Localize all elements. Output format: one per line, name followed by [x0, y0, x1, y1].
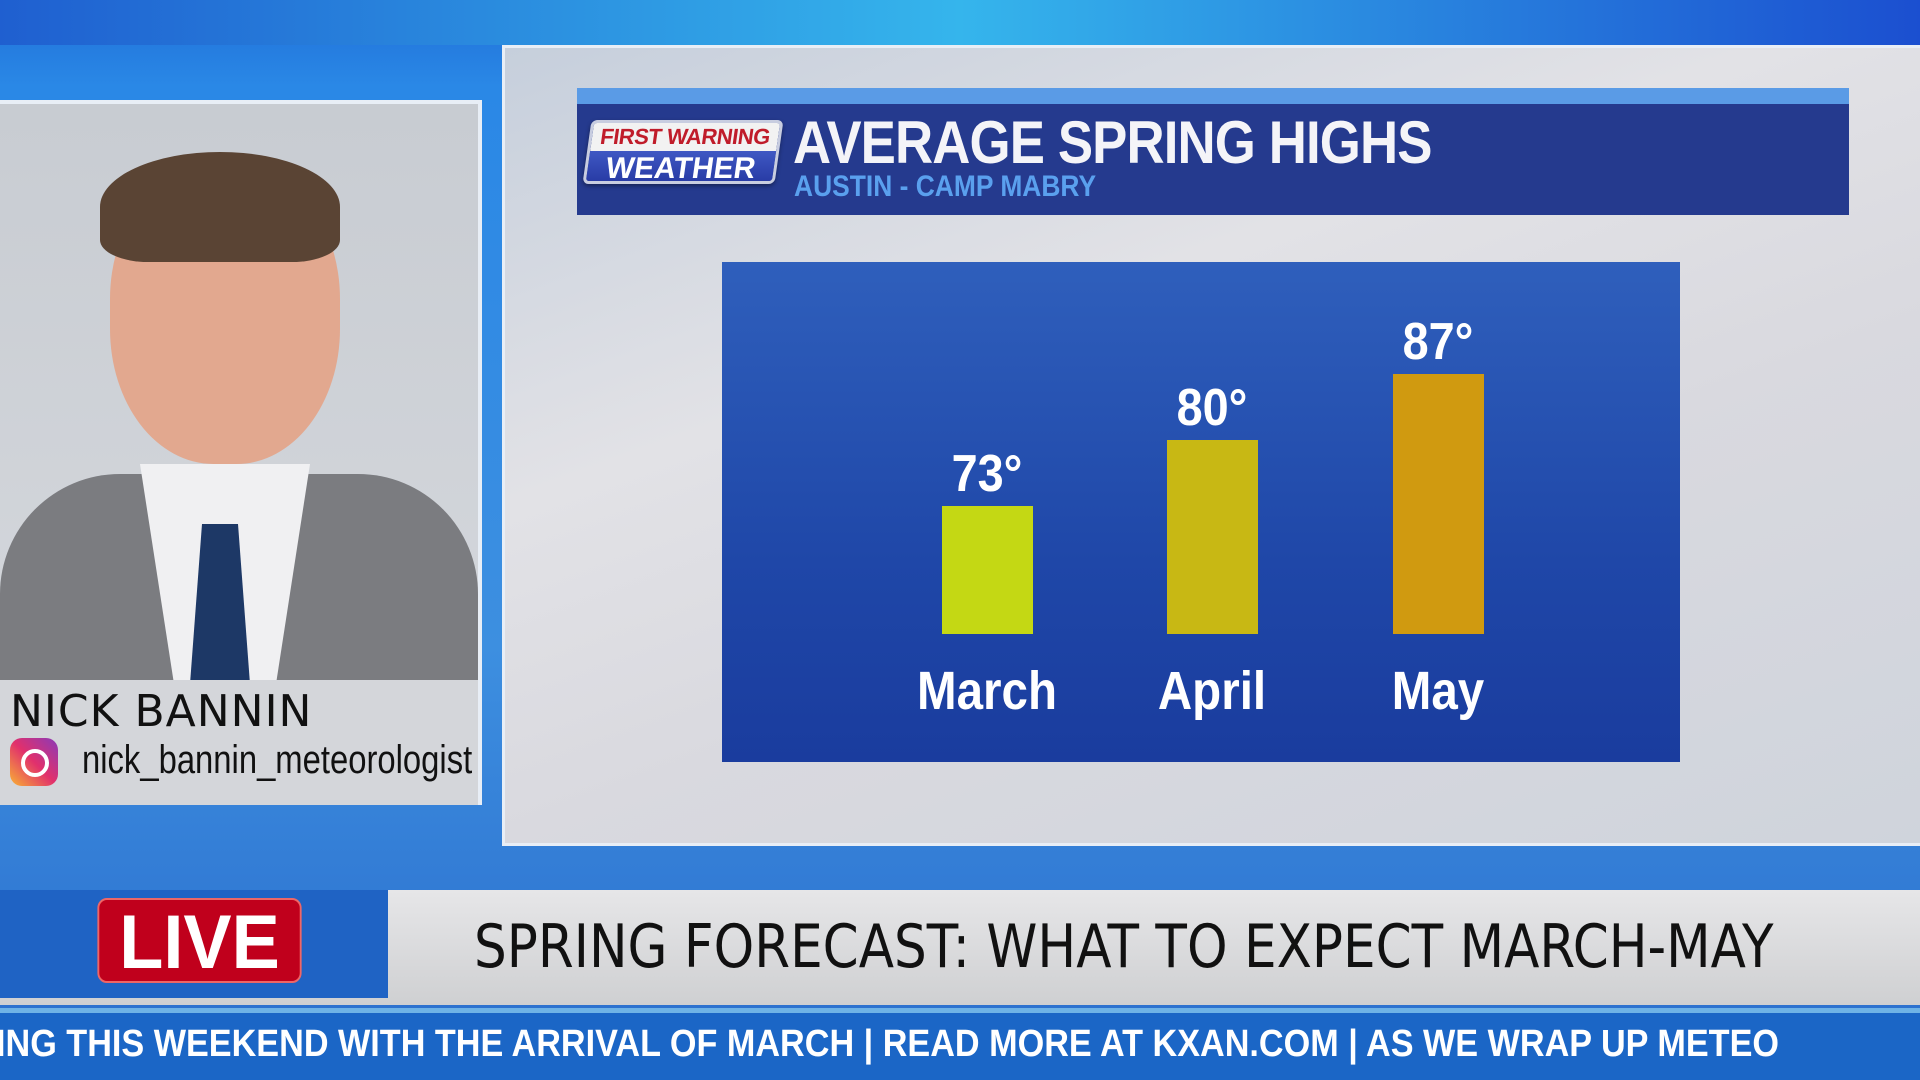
value-label: 87°: [1402, 313, 1474, 371]
logo-line2: WEATHER: [585, 151, 777, 184]
presenter-handle: nick_bannin_meteorologist: [82, 738, 473, 782]
bar-chart: 73° March 80° April 87° May: [722, 262, 1680, 762]
graphic-header: FIRST WARNING WEATHER AVERAGE SPRING HIG…: [577, 88, 1849, 215]
bar-may: [1393, 374, 1484, 634]
graphic-subtitle: AUSTIN - CAMP MABRY: [794, 170, 1097, 203]
bar-march: [942, 506, 1033, 634]
graphic-title: AVERAGE SPRING HIGHS: [793, 109, 1432, 176]
background-band: [0, 0, 1920, 45]
bar-april: [1167, 440, 1258, 634]
presenter-nameplate: NICK BANNIN nick_bannin_meteorologist: [0, 680, 478, 805]
live-box: LIVE: [0, 890, 388, 998]
ticker-text: ING THIS WEEKEND WITH THE ARRIVAL OF MAR…: [0, 1023, 1779, 1065]
first-warning-weather-logo: FIRST WARNING WEATHER: [582, 120, 784, 184]
category-label: April: [1157, 661, 1267, 721]
value-label: 73°: [951, 445, 1023, 504]
live-badge: LIVE: [97, 898, 302, 985]
presenter-video: [0, 104, 478, 684]
logo-line1: FIRST WARNING: [590, 123, 781, 151]
category-label: March: [917, 661, 1057, 721]
presenter-box: NICK BANNIN nick_bannin_meteorologist: [0, 100, 482, 805]
value-label: 80°: [1176, 379, 1248, 438]
news-ticker: ING THIS WEEKEND WITH THE ARRIVAL OF MAR…: [0, 1008, 1920, 1080]
presenter-name: NICK BANNIN: [10, 686, 313, 737]
headline: SPRING FORECAST: WHAT TO EXPECT MARCH-MA…: [474, 912, 1774, 982]
category-label: May: [1391, 661, 1485, 721]
lower-third: LIVE SPRING FORECAST: WHAT TO EXPECT MAR…: [0, 890, 1920, 1005]
instagram-icon: [10, 738, 58, 786]
